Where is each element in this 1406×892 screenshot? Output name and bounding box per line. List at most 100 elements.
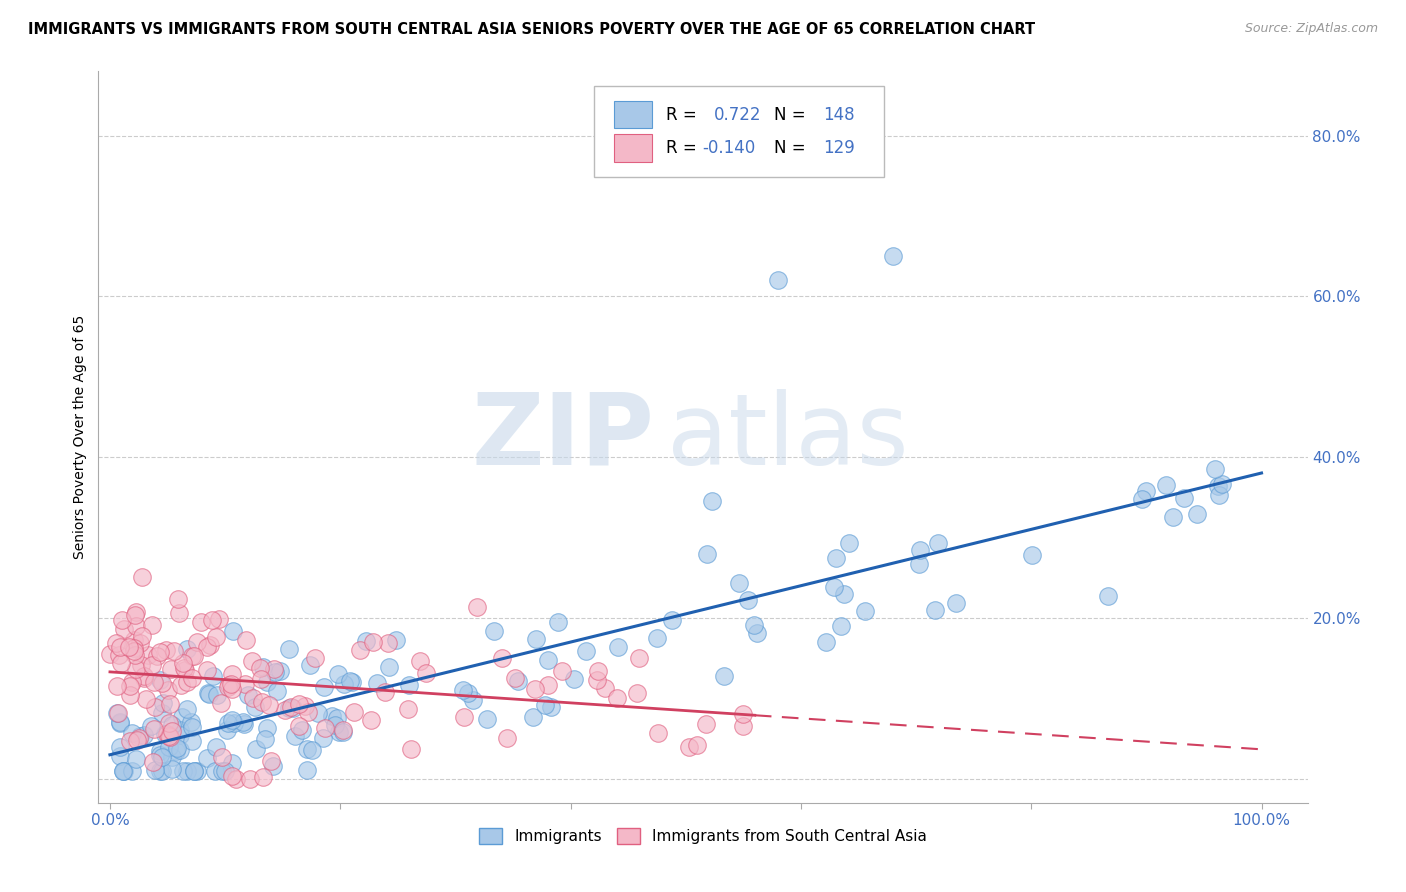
Point xyxy=(645,631,668,645)
Point xyxy=(415,665,437,680)
Point xyxy=(832,587,855,601)
Point xyxy=(125,662,148,676)
Point xyxy=(838,536,860,550)
Point xyxy=(149,764,172,778)
Point xyxy=(111,764,134,778)
Point xyxy=(105,679,128,693)
Point xyxy=(377,635,399,649)
Point xyxy=(374,685,396,699)
Point xyxy=(157,740,180,755)
Point xyxy=(249,672,271,686)
Point xyxy=(204,764,226,778)
Text: ZIP: ZIP xyxy=(472,389,655,485)
Point xyxy=(1154,478,1177,492)
Point xyxy=(297,742,319,756)
Point xyxy=(110,715,132,730)
Point xyxy=(135,691,157,706)
Point xyxy=(190,615,212,629)
Point xyxy=(537,677,560,691)
Point xyxy=(593,681,616,695)
Point xyxy=(284,729,307,743)
Point xyxy=(157,716,180,731)
Point xyxy=(222,715,245,730)
Point xyxy=(143,674,166,689)
Point xyxy=(169,723,191,738)
Point xyxy=(307,706,329,721)
Point xyxy=(349,642,371,657)
Point xyxy=(824,550,846,565)
Point xyxy=(737,593,759,607)
Point xyxy=(125,733,148,747)
Point xyxy=(124,619,146,633)
Point xyxy=(124,641,146,656)
Point xyxy=(124,605,146,619)
Point xyxy=(378,660,401,674)
Point xyxy=(141,657,163,672)
Point xyxy=(326,711,349,725)
Point xyxy=(221,756,243,770)
Point xyxy=(160,718,183,732)
Point xyxy=(491,651,513,665)
Point xyxy=(1135,483,1157,498)
Point xyxy=(685,738,707,752)
Point xyxy=(170,710,193,724)
Point xyxy=(274,703,297,717)
Point xyxy=(129,658,152,673)
Point xyxy=(243,699,266,714)
Point xyxy=(176,702,198,716)
Point xyxy=(225,772,247,786)
Point xyxy=(105,636,128,650)
Point xyxy=(157,729,180,743)
Point xyxy=(495,731,517,746)
Point xyxy=(180,715,202,730)
Text: R =: R = xyxy=(665,139,702,157)
Point xyxy=(180,720,202,734)
Point xyxy=(112,764,135,778)
Point xyxy=(218,678,240,692)
Point xyxy=(108,748,131,763)
Point xyxy=(830,619,852,633)
Point xyxy=(254,732,277,747)
Point xyxy=(295,763,318,777)
Point xyxy=(131,570,153,584)
Point xyxy=(815,635,838,649)
Point xyxy=(281,701,304,715)
Point xyxy=(128,636,150,650)
Point xyxy=(167,607,190,621)
Point xyxy=(695,717,717,731)
Point xyxy=(333,676,356,690)
Point xyxy=(288,719,311,733)
Point xyxy=(139,718,162,732)
Point xyxy=(183,764,205,778)
Point xyxy=(155,727,177,741)
Point xyxy=(575,644,598,658)
Point xyxy=(475,712,498,726)
Text: R =: R = xyxy=(665,105,702,123)
Point xyxy=(242,690,264,705)
Point xyxy=(562,672,585,686)
Point xyxy=(159,697,181,711)
Point xyxy=(169,743,191,757)
Point xyxy=(606,640,628,655)
Point xyxy=(232,714,254,729)
Point xyxy=(221,676,243,690)
Point xyxy=(398,678,420,692)
Point xyxy=(195,751,218,765)
Point xyxy=(221,681,243,696)
Point xyxy=(534,698,557,712)
Point xyxy=(908,557,931,571)
Point xyxy=(186,764,208,778)
Point xyxy=(136,648,159,662)
Point xyxy=(155,643,177,657)
Point xyxy=(160,662,183,676)
Point xyxy=(205,630,228,644)
Point xyxy=(221,713,243,727)
Point xyxy=(245,742,267,756)
Point xyxy=(287,698,309,712)
Point xyxy=(162,750,184,764)
Point xyxy=(150,706,173,720)
Point xyxy=(150,749,173,764)
Point xyxy=(222,624,245,638)
Point xyxy=(152,696,174,710)
Point xyxy=(173,657,195,671)
